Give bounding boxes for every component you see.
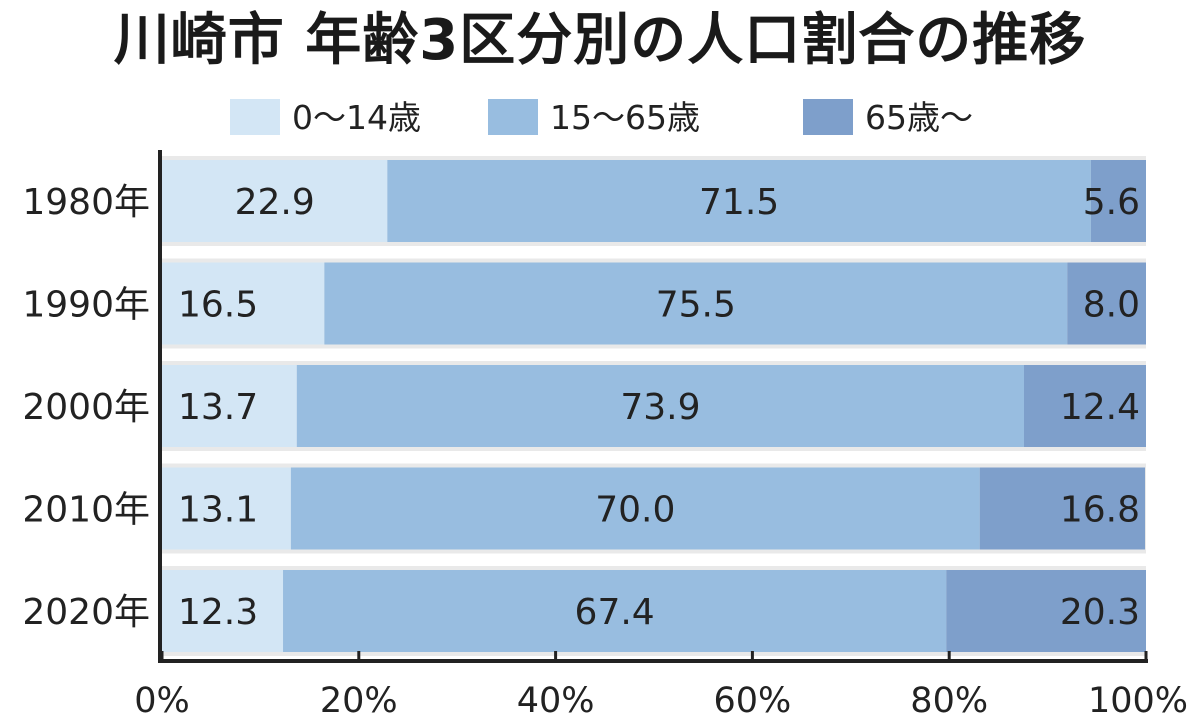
bar-value-label: 71.5 xyxy=(699,182,779,223)
bar-value-label: 5.6 xyxy=(1083,182,1140,223)
bar-value-label: 70.0 xyxy=(595,490,675,531)
legend-label: 65歳〜 xyxy=(865,98,973,137)
bar-segment xyxy=(290,467,980,550)
bar-segment xyxy=(1067,262,1146,345)
bar-value-label: 22.9 xyxy=(235,182,315,223)
bar-segment xyxy=(324,262,1068,345)
bar-segment xyxy=(296,365,1024,447)
bar-value-label: 8.0 xyxy=(1083,285,1140,326)
legend-label: 0〜14歳 xyxy=(292,98,421,137)
bar-value-label: 16.5 xyxy=(178,285,258,326)
bar-segment xyxy=(162,160,388,242)
bar-segment xyxy=(162,365,297,447)
legend-swatch xyxy=(803,99,853,135)
bar-value-label: 13.7 xyxy=(178,387,258,428)
legend-swatch xyxy=(488,99,538,135)
bar-segment xyxy=(1023,365,1146,447)
legend-swatch xyxy=(230,99,280,135)
x-tick-label: 0% xyxy=(134,681,190,721)
bar-segment xyxy=(162,467,291,550)
bar-value-label: 13.1 xyxy=(178,490,258,531)
category-label: 2010年 xyxy=(22,490,150,531)
bar-value-label: 20.3 xyxy=(1060,592,1140,633)
bar-segment xyxy=(1090,160,1146,242)
bar-value-label: 73.9 xyxy=(620,387,700,428)
x-tick-label: 80% xyxy=(910,681,988,721)
bar-value-label: 12.3 xyxy=(178,592,258,633)
category-label: 1980年 xyxy=(22,182,150,223)
bar-value-label: 16.8 xyxy=(1060,490,1140,531)
bar-value-label: 67.4 xyxy=(575,592,655,633)
legend-label: 15〜65歳 xyxy=(550,98,700,137)
bar-segment xyxy=(283,570,947,652)
bar-segment xyxy=(162,262,325,345)
bar-segment xyxy=(979,467,1146,550)
category-label: 2000年 xyxy=(22,387,150,428)
bar-value-label: 12.4 xyxy=(1060,387,1140,428)
category-label: 1990年 xyxy=(22,285,150,326)
x-tick-label: 40% xyxy=(517,681,595,721)
x-tick-label: 60% xyxy=(714,681,792,721)
category-label: 2020年 xyxy=(22,592,150,633)
bar-segment xyxy=(387,160,1091,242)
x-tick-label: 20% xyxy=(320,681,398,721)
bar-value-label: 75.5 xyxy=(656,285,736,326)
bar-segment xyxy=(162,570,284,652)
bar-segment xyxy=(946,570,1146,652)
chart-title: 川崎市 年齢3区分別の人口割合の推移 xyxy=(113,8,1087,73)
x-tick-label: 100% xyxy=(1088,681,1188,721)
